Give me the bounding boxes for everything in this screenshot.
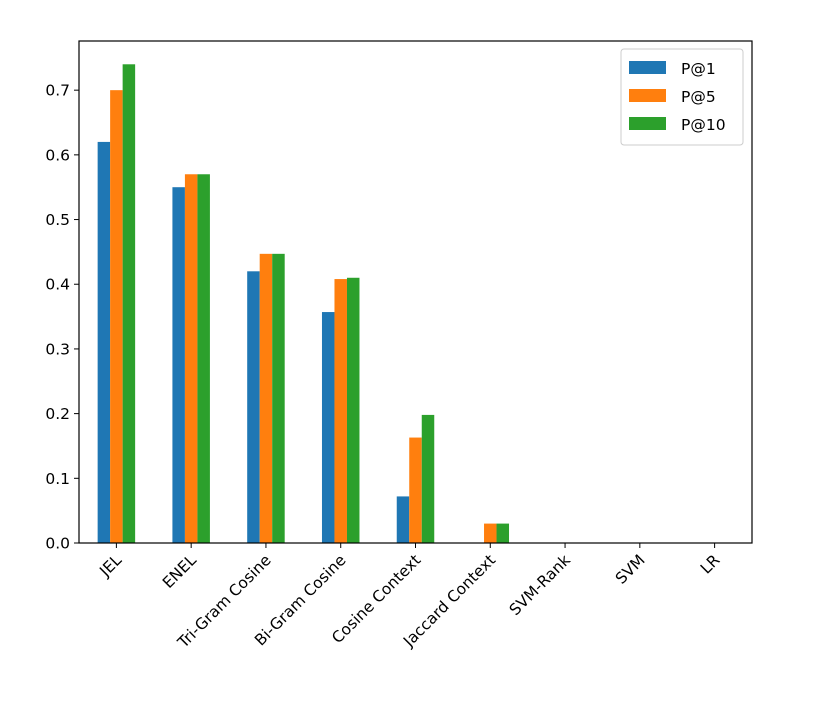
- bar-p10-tri-gram-cosine: [272, 253, 285, 544]
- bar-p10-jel: [122, 64, 136, 543]
- y-tick-label: 0.3: [45, 340, 70, 358]
- legend: P@1 P@5 P@10: [620, 48, 744, 146]
- legend-label: P@10: [681, 116, 726, 134]
- y-axis: 0.0 0.1 0.2 0.3 0.4 0.5 0.6 0.7: [45, 82, 79, 553]
- legend-label: P@5: [681, 88, 716, 106]
- y-tick-label: 0.4: [45, 276, 70, 294]
- y-tick-label: 0.0: [45, 535, 70, 553]
- y-tick-label: 0.7: [45, 82, 70, 100]
- x-tick-label: LR: [697, 551, 724, 578]
- x-tick-label: SVM: [612, 551, 649, 588]
- bar-p5-tri-gram-cosine: [259, 253, 273, 544]
- x-tick-label: JEL: [96, 551, 126, 581]
- bar-p5-cosine-context: [409, 437, 422, 543]
- legend-label: P@1: [681, 60, 716, 78]
- bar-p10-bi-gram-cosine: [346, 277, 360, 543]
- bars-layer: [97, 64, 510, 544]
- x-tick-label: SVM-Rank: [506, 551, 574, 619]
- bar-p10-jaccard-context: [496, 523, 510, 543]
- y-tick-label: 0.6: [45, 146, 70, 164]
- bar-p5-enel: [184, 174, 198, 544]
- y-tick-label: 0.5: [45, 211, 70, 229]
- x-tick-label: ENEL: [159, 551, 200, 592]
- bar-p10-enel: [197, 174, 210, 544]
- bar-p1-tri-gram-cosine: [247, 271, 260, 543]
- y-tick-label: 0.1: [45, 470, 70, 488]
- bar-p1-jel: [97, 141, 111, 543]
- y-tick-label: 0.2: [45, 405, 70, 423]
- bar-p5-jaccard-context: [484, 523, 497, 543]
- bar-p1-cosine-context: [396, 496, 410, 543]
- legend-swatch: [629, 89, 666, 102]
- bar-p10-cosine-context: [421, 414, 435, 543]
- bar-p1-enel: [172, 187, 185, 543]
- bar-p1-bi-gram-cosine: [321, 312, 335, 543]
- bar-p5-bi-gram-cosine: [334, 279, 347, 543]
- legend-swatch: [629, 117, 666, 130]
- legend-swatch: [629, 61, 666, 74]
- bar-p5-jel: [110, 90, 123, 543]
